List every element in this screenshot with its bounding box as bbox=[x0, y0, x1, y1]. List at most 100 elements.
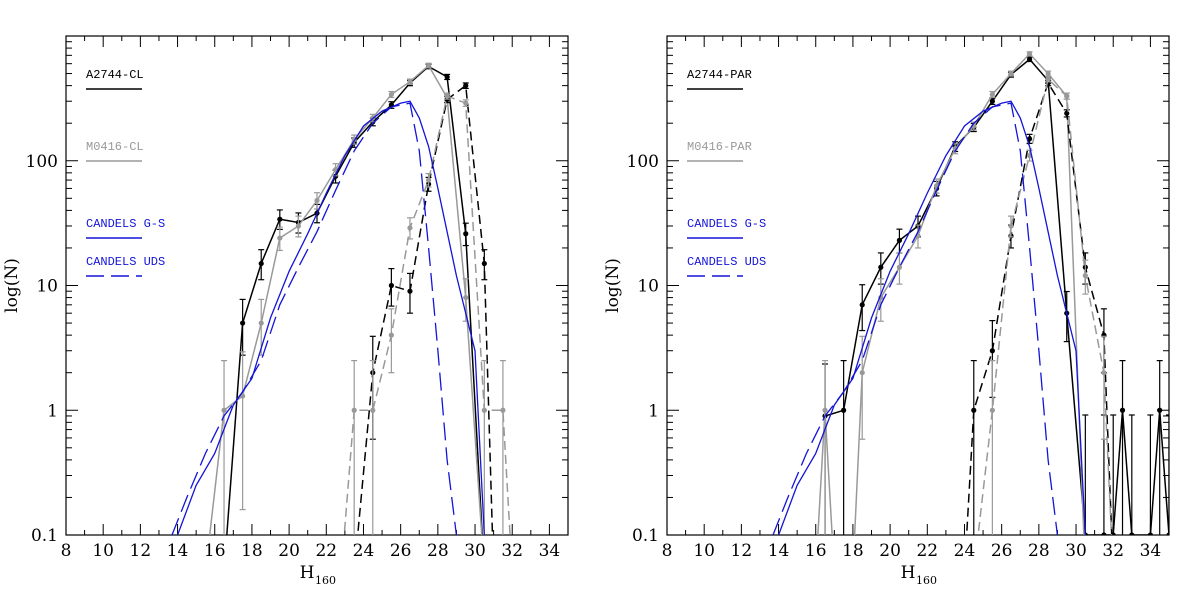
x-tick-label: 30 bbox=[1065, 541, 1087, 561]
legend-label: M0416-PAR bbox=[687, 140, 752, 154]
data-point bbox=[370, 407, 376, 413]
data-point bbox=[989, 348, 995, 354]
data-point bbox=[1101, 532, 1107, 535]
legend-label: CANDELS G-S bbox=[86, 217, 165, 231]
series-line bbox=[356, 84, 494, 535]
x-axis-label-subscript: 160 bbox=[916, 574, 937, 587]
y-axis-label: log(N) bbox=[603, 258, 623, 313]
x-axis-label: H bbox=[901, 563, 916, 583]
x-tick-label: 18 bbox=[241, 541, 263, 561]
data-point bbox=[258, 320, 264, 326]
legend-label: CANDELS UDS bbox=[86, 255, 165, 269]
x-tick-label: 12 bbox=[130, 541, 152, 561]
data-point bbox=[1008, 223, 1014, 229]
data-layer bbox=[171, 62, 511, 535]
data-point bbox=[407, 225, 413, 231]
x-tick-label: 10 bbox=[693, 541, 715, 561]
y-tick-label: 100 bbox=[26, 152, 58, 172]
series-line bbox=[176, 100, 485, 535]
data-point bbox=[1045, 70, 1051, 77]
data-point bbox=[989, 98, 995, 104]
data-point bbox=[240, 320, 246, 326]
plot-frame bbox=[65, 35, 569, 536]
y-tick-label: 100 bbox=[627, 152, 659, 172]
data-point bbox=[841, 407, 847, 413]
data-point bbox=[1026, 56, 1033, 62]
data-point bbox=[425, 177, 432, 183]
series-line bbox=[171, 102, 458, 535]
x-tick-label: 20 bbox=[278, 541, 300, 561]
data-point bbox=[1119, 407, 1126, 413]
data-point bbox=[277, 235, 283, 241]
y-tick-label: 0.1 bbox=[632, 526, 659, 546]
data-point bbox=[481, 260, 487, 267]
data-point bbox=[1082, 273, 1088, 279]
x-tick-label: 12 bbox=[731, 541, 753, 561]
series-line bbox=[772, 102, 1059, 535]
data-point bbox=[463, 100, 469, 106]
data-point bbox=[859, 370, 865, 376]
data-point bbox=[388, 282, 394, 289]
x-tick-label: 16 bbox=[204, 541, 226, 561]
legend-label: M0416-CL bbox=[86, 140, 144, 154]
x-tick-label: 14 bbox=[768, 541, 790, 561]
x-tick-label: 18 bbox=[842, 541, 864, 561]
data-point bbox=[444, 93, 450, 99]
data-point bbox=[1008, 70, 1014, 77]
data-point bbox=[221, 407, 227, 413]
data-point bbox=[351, 407, 357, 413]
series-line bbox=[977, 77, 1113, 535]
data-point bbox=[407, 79, 413, 85]
x-tick-label: 8 bbox=[61, 541, 72, 561]
data-point bbox=[277, 216, 283, 222]
y-tick-label: 10 bbox=[36, 277, 58, 297]
data-point bbox=[1026, 136, 1033, 142]
x-tick-label: 28 bbox=[1028, 541, 1050, 561]
x-tick-label: 20 bbox=[879, 541, 901, 561]
x-tick-label: 10 bbox=[92, 541, 114, 561]
x-tick-label: 14 bbox=[167, 541, 189, 561]
data-point bbox=[1147, 532, 1154, 535]
data-point bbox=[444, 74, 450, 80]
data-point bbox=[822, 407, 828, 413]
x-tick-label: 24 bbox=[353, 541, 375, 561]
data-point bbox=[463, 231, 469, 237]
data-point bbox=[1026, 51, 1033, 57]
data-point bbox=[1101, 370, 1107, 376]
series-line bbox=[965, 81, 1113, 535]
data-point bbox=[1157, 407, 1163, 413]
x-tick-label: 32 bbox=[501, 541, 523, 561]
data-point bbox=[989, 91, 995, 98]
data-layer bbox=[772, 51, 1169, 535]
data-point bbox=[1064, 93, 1070, 99]
series-line bbox=[208, 64, 483, 535]
x-tick-label: 8 bbox=[662, 541, 673, 561]
data-point bbox=[896, 264, 903, 270]
legend-label: CANDELS UDS bbox=[687, 255, 766, 269]
x-tick-label: 32 bbox=[1102, 541, 1124, 561]
data-point bbox=[989, 407, 995, 413]
data-point bbox=[481, 407, 487, 413]
x-axis-label: H bbox=[300, 563, 315, 583]
data-point bbox=[1129, 532, 1135, 535]
data-point bbox=[388, 332, 394, 338]
plot-frame bbox=[666, 35, 1170, 536]
data-point bbox=[1166, 532, 1169, 535]
x-tick-label: 28 bbox=[427, 541, 449, 561]
data-point bbox=[258, 260, 264, 267]
chart-panel-cl: 8 10 12 14 16 18 20 22 24 26 28 30 32 34 0.1 1 10 100 H 160… bbox=[2, 35, 569, 587]
data-point bbox=[896, 237, 903, 243]
x-tick-label: 22 bbox=[916, 541, 938, 561]
series-line bbox=[824, 58, 1169, 535]
data-point bbox=[314, 197, 320, 204]
x-tick-label: 30 bbox=[464, 541, 486, 561]
data-point bbox=[500, 407, 506, 413]
x-tick-label: 26 bbox=[390, 541, 412, 561]
data-point bbox=[407, 288, 413, 294]
data-point bbox=[463, 83, 469, 89]
data-point bbox=[1045, 76, 1051, 82]
x-tick-label: 34 bbox=[1140, 541, 1162, 561]
series-line bbox=[817, 52, 1085, 535]
x-tick-label: 26 bbox=[991, 541, 1013, 561]
